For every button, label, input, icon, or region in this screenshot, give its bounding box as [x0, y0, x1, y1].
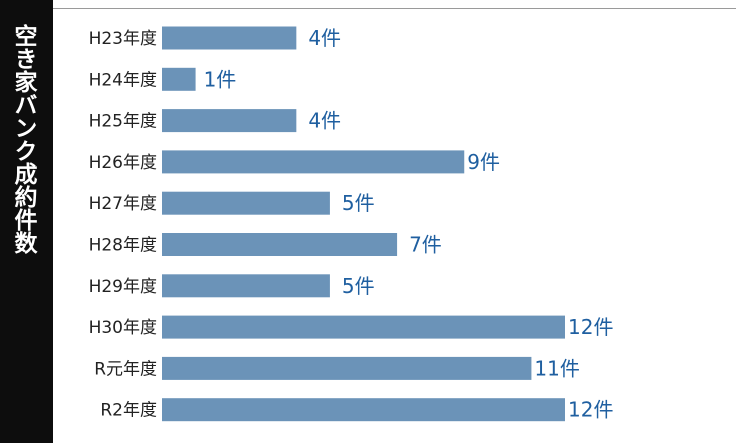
- bar: [162, 150, 465, 174]
- value-label: 4件: [308, 26, 341, 50]
- category-label: H25年度: [89, 112, 157, 132]
- category-label: H24年度: [89, 70, 157, 90]
- bar: [162, 26, 297, 50]
- category-label: H28年度: [89, 236, 157, 256]
- bar: [162, 356, 532, 380]
- value-label: 12件: [568, 315, 613, 339]
- category-label: R2年度: [100, 401, 157, 421]
- bar: [162, 67, 196, 91]
- bar: [162, 398, 565, 422]
- value-label: 9件: [467, 150, 500, 174]
- value-label: 5件: [342, 274, 375, 298]
- value-label: 11件: [534, 356, 579, 380]
- bar: [162, 191, 330, 215]
- value-label: 5件: [342, 191, 375, 215]
- bar: [162, 315, 565, 339]
- category-label: H26年度: [89, 153, 157, 173]
- value-label: 12件: [568, 398, 613, 422]
- category-label: H23年度: [89, 29, 157, 49]
- side-title: 空き家バンク成約件数: [10, 24, 36, 254]
- bar: [162, 109, 297, 133]
- bar: [162, 233, 398, 256]
- top-border-line: [53, 8, 736, 9]
- value-label: 1件: [204, 67, 237, 91]
- side-title-panel: 空き家バンク成約件数: [0, 0, 53, 443]
- value-label: 4件: [308, 109, 341, 133]
- category-label: H29年度: [89, 277, 157, 297]
- bar: [162, 274, 330, 298]
- category-label: H27年度: [89, 194, 157, 214]
- category-label: H30年度: [89, 318, 157, 338]
- category-label: R元年度: [94, 359, 157, 379]
- value-label: 7件: [409, 233, 442, 257]
